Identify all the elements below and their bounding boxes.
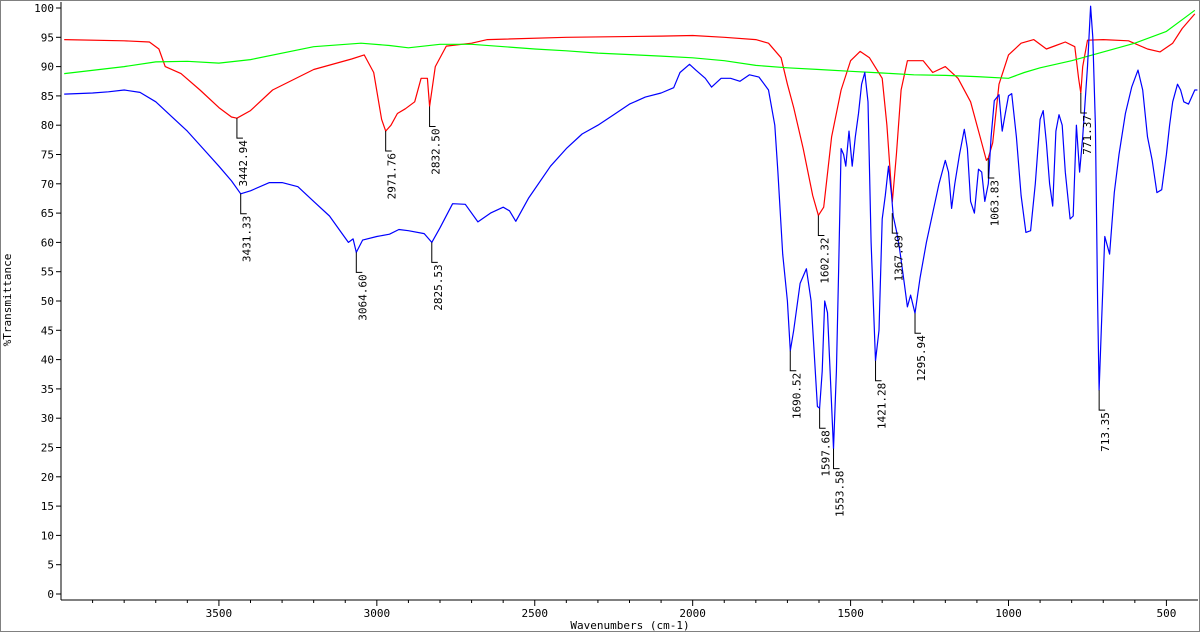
peak-leader-line (891, 213, 899, 234)
peak-annotation: 2971.76 (385, 131, 399, 199)
peak-leader-line (819, 408, 826, 429)
peak-leader-line (385, 131, 392, 152)
x-tick-label: 3500 (206, 607, 233, 620)
peak-annotation: 1553.58 (833, 448, 847, 517)
series-line-1 (64, 13, 1196, 216)
peak-annotation: 1063.83 (987, 158, 1001, 226)
series-line-2 (64, 9, 1196, 79)
peak-leader-line (236, 118, 243, 139)
peak-annotation: 3442.94 (236, 118, 250, 187)
peak-label: 1063.83 (988, 180, 1001, 226)
x-tick-label: 500 (1156, 607, 1176, 620)
y-tick-label: 85 (41, 90, 54, 103)
peak-annotation: 2825.53 (431, 242, 445, 311)
peak-leader-line (355, 252, 363, 273)
peak-leader-line (833, 448, 840, 470)
y-tick-label: 70 (41, 178, 54, 191)
peak-label: 3442.94 (237, 140, 250, 187)
peak-annotation: 771.37 (1080, 92, 1094, 155)
peak-label: 3431.33 (241, 216, 254, 262)
x-axis-label: Wavenumbers (cm-1) (570, 619, 689, 632)
x-axis: 3500 3000 2500 2000 1500 1000 500 (92, 600, 1176, 620)
y-tick-label: 50 (41, 295, 54, 308)
peak-annotation: 1690.52 (789, 350, 803, 419)
y-tick-label: 5 (47, 559, 54, 572)
peak-leader-line (987, 158, 995, 179)
y-tick-label: 0 (47, 588, 54, 601)
annotation-group: 3442.94 2971.76 2832.50 1602.32 1367.89 1063.… (236, 92, 1112, 517)
peak-annotation: 1367.89 (891, 213, 905, 281)
peak-annotation: 3064.60 (355, 252, 369, 321)
peak-leader-line (817, 215, 825, 236)
peak-label: 2971.76 (386, 153, 399, 199)
y-tick-label: 75 (41, 149, 54, 162)
y-tick-label: 55 (41, 266, 54, 279)
y-tick-label: 90 (41, 61, 54, 74)
peak-leader-line (789, 350, 797, 372)
y-axis: 0 5 10 15 20 25 30 35 40 45 50 55 60 65 70 75 80 85 90 95 10… (34, 2, 61, 601)
peak-label: 1421.28 (876, 383, 889, 429)
peak-label: 2832.50 (430, 128, 443, 174)
series-group (64, 5, 1198, 450)
peak-leader-line (1098, 390, 1106, 411)
y-tick-label: 45 (41, 324, 54, 337)
peak-label: 771.37 (1081, 115, 1094, 155)
y-tick-label: 95 (41, 31, 54, 44)
peak-annotation: 713.35 (1098, 390, 1112, 452)
peak-leader-line (431, 242, 438, 263)
peak-label: 1295.94 (915, 335, 928, 382)
peak-leader-line (240, 193, 247, 215)
x-tick-label: 1500 (837, 607, 864, 620)
peak-leader-line (914, 313, 922, 334)
y-tick-label: 60 (41, 236, 54, 249)
x-tick-label: 2000 (679, 607, 706, 620)
peak-annotation: 2832.50 (429, 106, 443, 175)
y-tick-label: 35 (41, 383, 54, 396)
peak-annotation: 1295.94 (914, 313, 928, 382)
peak-leader-line (875, 360, 882, 382)
x-tick-label: 1000 (995, 607, 1022, 620)
x-tick-label: 2500 (522, 607, 549, 620)
y-tick-label: 20 (41, 471, 54, 484)
peak-label: 1690.52 (790, 373, 803, 419)
y-tick-label: 15 (41, 500, 54, 513)
y-tick-label: 25 (41, 442, 54, 455)
peak-annotation: 3431.33 (240, 193, 254, 262)
peak-leader-line (429, 106, 436, 127)
peak-annotation: 1421.28 (875, 360, 889, 429)
peak-label: 3064.60 (356, 274, 369, 320)
y-tick-label: 80 (41, 119, 54, 132)
peak-label: 1602.32 (818, 237, 831, 283)
peak-leader-line (1080, 92, 1087, 114)
series-line-3 (64, 5, 1198, 450)
peak-label: 1367.89 (892, 235, 905, 281)
peak-label: 713.35 (1099, 412, 1112, 452)
peak-label: 2825.53 (432, 264, 445, 310)
y-tick-label: 100 (34, 2, 54, 15)
y-axis-label: %Transmittance (1, 254, 14, 347)
y-tick-label: 40 (41, 354, 54, 367)
peak-label: 1553.58 (834, 471, 847, 517)
y-tick-label: 30 (41, 412, 54, 425)
x-tick-label: 3000 (364, 607, 391, 620)
peak-annotation: 1597.68 (819, 408, 833, 477)
peak-label: 1597.68 (820, 430, 833, 476)
y-tick-label: 65 (41, 207, 54, 220)
y-tick-label: 10 (41, 529, 54, 542)
peak-annotation: 1602.32 (817, 215, 831, 284)
